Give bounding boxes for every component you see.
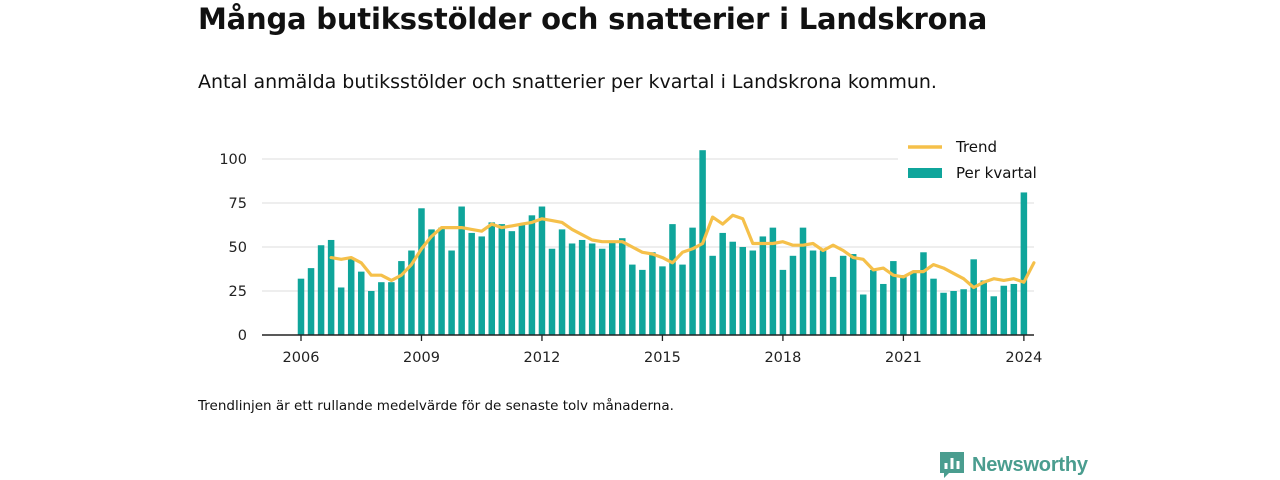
bar	[538, 206, 546, 335]
bar	[408, 250, 415, 335]
bar	[930, 278, 937, 335]
x-tick-label: 2024	[1005, 350, 1042, 366]
bar	[709, 255, 716, 335]
y-tick-label: 0	[238, 328, 247, 344]
bar	[357, 271, 365, 335]
bar	[608, 241, 616, 335]
bar	[659, 266, 666, 335]
bar	[468, 232, 475, 335]
bar	[448, 250, 455, 335]
bar	[337, 287, 345, 335]
bar	[458, 206, 465, 335]
bar	[819, 250, 827, 335]
bar	[518, 224, 526, 335]
bar	[849, 254, 857, 335]
bar	[990, 296, 998, 335]
bar	[317, 245, 325, 335]
bar	[859, 294, 867, 335]
bar	[739, 247, 747, 335]
y-tick-label: 75	[229, 196, 247, 212]
bar	[588, 243, 596, 335]
y-tick-label: 25	[229, 284, 247, 300]
bar	[960, 289, 967, 335]
legend-bar-label: Per kvartal	[956, 164, 1037, 182]
bar	[829, 276, 837, 335]
bar	[769, 227, 777, 335]
brand-name: Newsworthy	[972, 453, 1088, 476]
bar-chart: 0 25 50 75 100 2006 2009 2012 2015 2018 2021 2024 Tr…	[219, 138, 1043, 366]
chart-title: Många butiksstölder och snatterier i Lan…	[198, 2, 988, 36]
newsworthy-logo-icon	[940, 452, 964, 478]
bar	[388, 282, 395, 335]
bar	[378, 282, 385, 335]
newsworthy-brand[interactable]: Newsworthy	[939, 451, 1088, 479]
x-tick-label: 2021	[885, 350, 922, 366]
bar	[729, 241, 736, 335]
bar	[629, 264, 636, 335]
bar	[870, 269, 877, 335]
bar	[839, 255, 847, 335]
bar	[900, 275, 907, 335]
bar	[568, 243, 576, 335]
chart-subtitle: Antal anmälda butiksstölder och snatteri…	[198, 71, 937, 93]
bar	[347, 257, 355, 335]
legend-bar-swatch	[908, 168, 942, 178]
trend-line	[329, 213, 1036, 290]
x-tick-label: 2012	[524, 350, 561, 366]
bar	[598, 248, 606, 335]
bar	[809, 250, 817, 335]
bar	[548, 248, 556, 335]
bar	[910, 271, 917, 335]
y-tick-label: 100	[219, 152, 247, 168]
bar	[749, 250, 757, 335]
legend-trend-label: Trend	[955, 138, 997, 156]
bar	[890, 261, 897, 335]
bar	[398, 261, 405, 335]
bar	[799, 227, 807, 335]
bar	[649, 252, 656, 335]
bar	[619, 238, 626, 335]
bar	[478, 236, 485, 335]
bar	[508, 231, 516, 335]
bar	[880, 283, 887, 335]
bar	[940, 292, 947, 335]
bar	[368, 291, 375, 335]
bar	[980, 280, 987, 335]
bar	[558, 229, 566, 335]
bar	[418, 208, 425, 335]
bar	[920, 252, 927, 335]
bar	[578, 239, 586, 335]
bar	[438, 227, 445, 335]
bar	[428, 229, 435, 335]
bar	[679, 264, 686, 335]
bar	[1020, 192, 1028, 335]
x-tick-label: 2015	[644, 350, 681, 366]
y-tick-label: 50	[229, 240, 247, 256]
bar	[528, 215, 536, 335]
bar	[498, 224, 506, 335]
bar	[669, 224, 676, 335]
bar	[719, 232, 726, 335]
bar	[307, 268, 315, 335]
bar	[759, 236, 767, 335]
bar	[488, 222, 496, 335]
footnote: Trendlinjen är ett rullande medelvärde f…	[198, 398, 674, 414]
x-tick-label: 2009	[403, 350, 440, 366]
bar	[1010, 283, 1018, 335]
bar	[789, 255, 797, 335]
bar	[970, 259, 977, 335]
x-tick-label: 2018	[764, 350, 801, 366]
bar	[297, 278, 305, 335]
bar	[779, 269, 787, 335]
bar	[639, 269, 646, 335]
bar	[950, 291, 957, 335]
x-tick-label: 2006	[283, 350, 320, 366]
bar	[1000, 285, 1008, 335]
bar	[327, 239, 335, 335]
bar	[689, 227, 696, 335]
